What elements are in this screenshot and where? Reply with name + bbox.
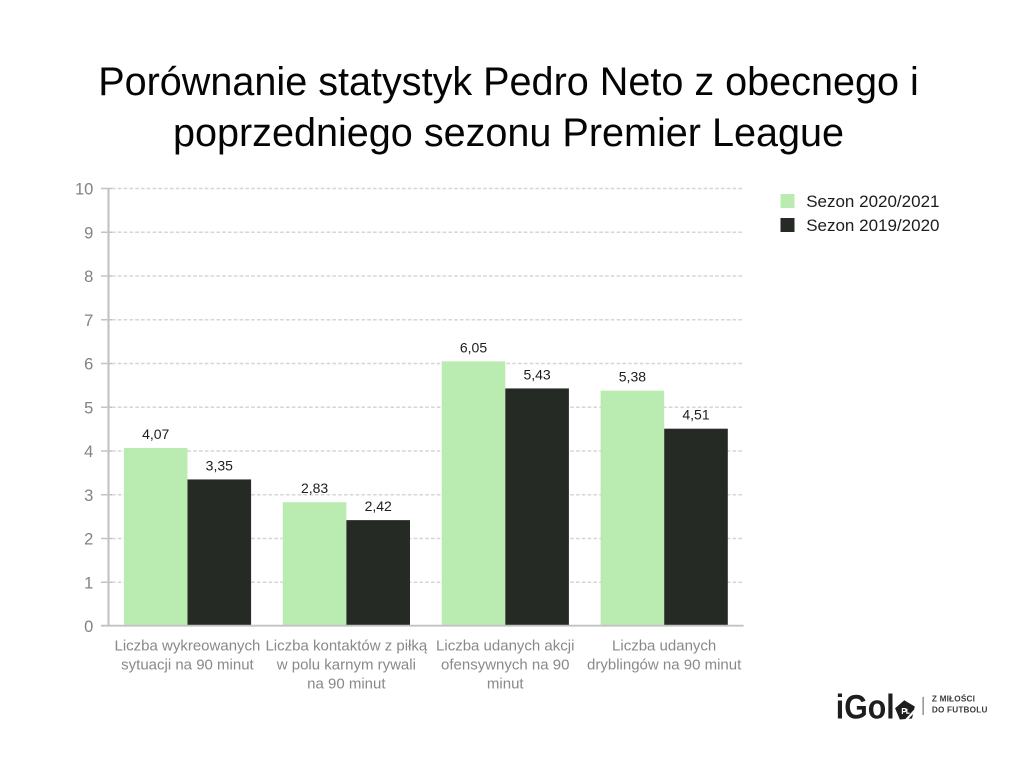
svg-text:iGol: iGol bbox=[836, 688, 895, 726]
svg-text:na 90 minut: na 90 minut bbox=[307, 676, 386, 693]
svg-text:w polu karnym rywali: w polu karnym rywali bbox=[276, 657, 416, 674]
svg-text:4,51: 4,51 bbox=[682, 407, 709, 423]
svg-text:4,07: 4,07 bbox=[142, 426, 169, 442]
svg-text:5: 5 bbox=[84, 399, 93, 417]
svg-text:sytuacji na 90 minut: sytuacji na 90 minut bbox=[121, 657, 254, 674]
svg-text:Liczba udanych akcji: Liczba udanych akcji bbox=[436, 637, 574, 654]
svg-text:10: 10 bbox=[75, 181, 93, 199]
svg-text:Sezon 2020/2021: Sezon 2020/2021 bbox=[806, 192, 939, 211]
svg-text:7: 7 bbox=[84, 312, 93, 330]
svg-text:5,43: 5,43 bbox=[523, 366, 550, 382]
svg-text:DO FUTBOLU: DO FUTBOLU bbox=[932, 706, 988, 715]
svg-text:0: 0 bbox=[84, 618, 93, 636]
svg-text:dryblingów na 90 minut: dryblingów na 90 minut bbox=[587, 657, 742, 674]
svg-text:2: 2 bbox=[84, 531, 93, 549]
svg-text:minut: minut bbox=[487, 676, 525, 693]
svg-text:4: 4 bbox=[84, 443, 93, 461]
svg-text:Liczba kontaktów z piłką: Liczba kontaktów z piłką bbox=[265, 637, 427, 654]
svg-text:3: 3 bbox=[84, 487, 93, 505]
svg-text:ofensywnych na 90: ofensywnych na 90 bbox=[441, 657, 569, 674]
svg-text:Liczba udanych: Liczba udanych bbox=[612, 637, 716, 654]
svg-text:2,83: 2,83 bbox=[301, 480, 328, 496]
svg-text:6,05: 6,05 bbox=[460, 339, 487, 355]
svg-text:5,38: 5,38 bbox=[619, 369, 646, 385]
svg-text:Liczba wykreowanych: Liczba wykreowanych bbox=[114, 637, 260, 654]
svg-text:6: 6 bbox=[84, 356, 93, 374]
svg-text:1: 1 bbox=[84, 574, 93, 592]
svg-text:Z MIŁOŚCI: Z MIŁOŚCI bbox=[932, 693, 975, 704]
svg-text:Sezon 2019/2020: Sezon 2019/2020 bbox=[806, 216, 939, 235]
svg-text:8: 8 bbox=[84, 268, 93, 286]
svg-text:3,35: 3,35 bbox=[206, 457, 233, 473]
svg-text:9: 9 bbox=[84, 224, 93, 242]
svg-text:2,42: 2,42 bbox=[365, 498, 392, 514]
